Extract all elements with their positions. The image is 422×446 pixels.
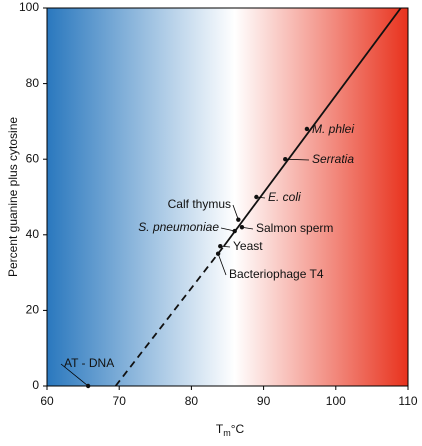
point-label: E. coli [268,190,301,204]
x-tick-label: 80 [185,394,199,408]
leader-line [285,158,310,161]
y-tick-label: 60 [26,151,40,165]
leader-line [60,363,89,387]
point-label: Yeast [233,239,263,253]
x-tick-label: 60 [40,394,54,408]
y-tick-label: 40 [26,227,40,241]
y-tick-label: 100 [19,0,39,14]
data-point [218,243,223,249]
x-label-unit: °C [231,422,245,436]
point-label: Calf thymus [168,197,231,211]
y-tick-label: 20 [26,303,40,317]
x-label-sub: m [223,428,231,438]
leader-line [232,204,239,220]
fit-line [223,7,402,247]
leader-line [220,227,235,232]
point-label: Bacteriophage T4 [229,267,324,281]
y-axis-label: Percent guanine plus cytosine [6,117,20,277]
data-point [239,225,245,230]
x-tick-label: 90 [257,394,271,408]
y-tick-label: 80 [26,76,40,90]
data-point [232,228,237,234]
point-label: AT - DNA [64,356,114,370]
plot-area [46,7,409,387]
leader-line [217,253,227,276]
point-label: Serratia [312,152,354,166]
data-point [85,383,91,389]
data-point [236,217,241,222]
x-axis-label: Tm°C [216,422,245,438]
y-tick-label: 0 [32,378,39,392]
x-tick-label: 70 [113,394,127,408]
x-tick-label: 110 [398,394,417,408]
point-label: S. pneumoniae [138,220,219,234]
point-label: M. phlei [312,122,354,136]
x-tick-label: 100 [326,394,346,408]
data-point [215,251,221,256]
data-point [254,194,259,200]
fit-line [114,245,225,387]
point-label: Salmon sperm [256,221,333,235]
x-label-main: T [216,422,224,436]
data-point [283,157,288,162]
data-point [304,126,310,132]
